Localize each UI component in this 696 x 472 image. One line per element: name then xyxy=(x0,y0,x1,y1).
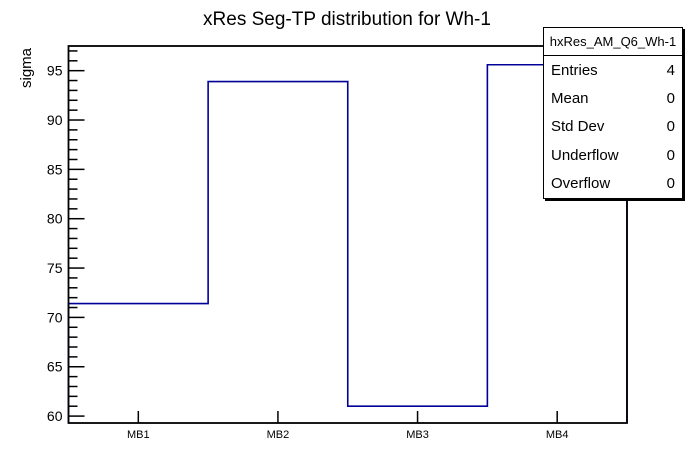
stats-row: Underflow 0 xyxy=(551,147,675,164)
x-tick-label: MB2 xyxy=(267,429,290,441)
stats-row: Mean 0 xyxy=(551,90,675,107)
stats-value: 0 xyxy=(666,146,675,164)
y-tick-label: 65 xyxy=(47,359,63,375)
stats-row: Std Dev 0 xyxy=(551,118,675,135)
y-tick-label: 80 xyxy=(47,211,63,227)
stats-row: Overflow 0 xyxy=(551,175,675,192)
y-axis-ticks: 60 65 70 75 80 85 90 95 xyxy=(47,50,85,424)
stats-label: Mean xyxy=(551,90,589,108)
stats-label: Underflow xyxy=(551,146,619,164)
y-tick-label: 60 xyxy=(47,408,63,424)
y-axis-title: sigma xyxy=(18,47,35,88)
x-axis-ticks: MB1 MB2 MB3 MB4 xyxy=(127,411,569,441)
stats-box-title: hxRes_AM_Q6_Wh-1 xyxy=(544,28,682,56)
y-tick-label: 95 xyxy=(47,63,63,79)
x-tick-label: MB3 xyxy=(406,429,429,441)
x-tick-label: MB1 xyxy=(127,429,150,441)
stats-value: 0 xyxy=(666,118,675,136)
stats-label: Entries xyxy=(551,61,598,79)
frame-border xyxy=(67,45,628,424)
y-tick-label: 75 xyxy=(47,260,63,276)
stats-label: Std Dev xyxy=(551,118,605,136)
y-tick-label: 90 xyxy=(47,112,63,128)
chart-title: xRes Seg-TP distribution for Wh-1 xyxy=(203,9,491,30)
stats-label: Overflow xyxy=(551,175,611,193)
plot-frame xyxy=(67,45,628,424)
stats-box-rows: Entries 4 Mean 0 Std Dev 0 Underflow 0 O… xyxy=(544,56,682,198)
stats-value: 0 xyxy=(666,90,675,108)
y-tick-label: 70 xyxy=(47,309,63,325)
stats-value: 4 xyxy=(666,61,675,79)
y-tick-label: 85 xyxy=(47,161,63,177)
stats-box: hxRes_AM_Q6_Wh-1 Entries 4 Mean 0 Std De… xyxy=(543,27,683,199)
x-tick-label: MB4 xyxy=(546,429,569,441)
stats-row: Entries 4 xyxy=(551,62,675,79)
stats-value: 0 xyxy=(666,175,675,193)
